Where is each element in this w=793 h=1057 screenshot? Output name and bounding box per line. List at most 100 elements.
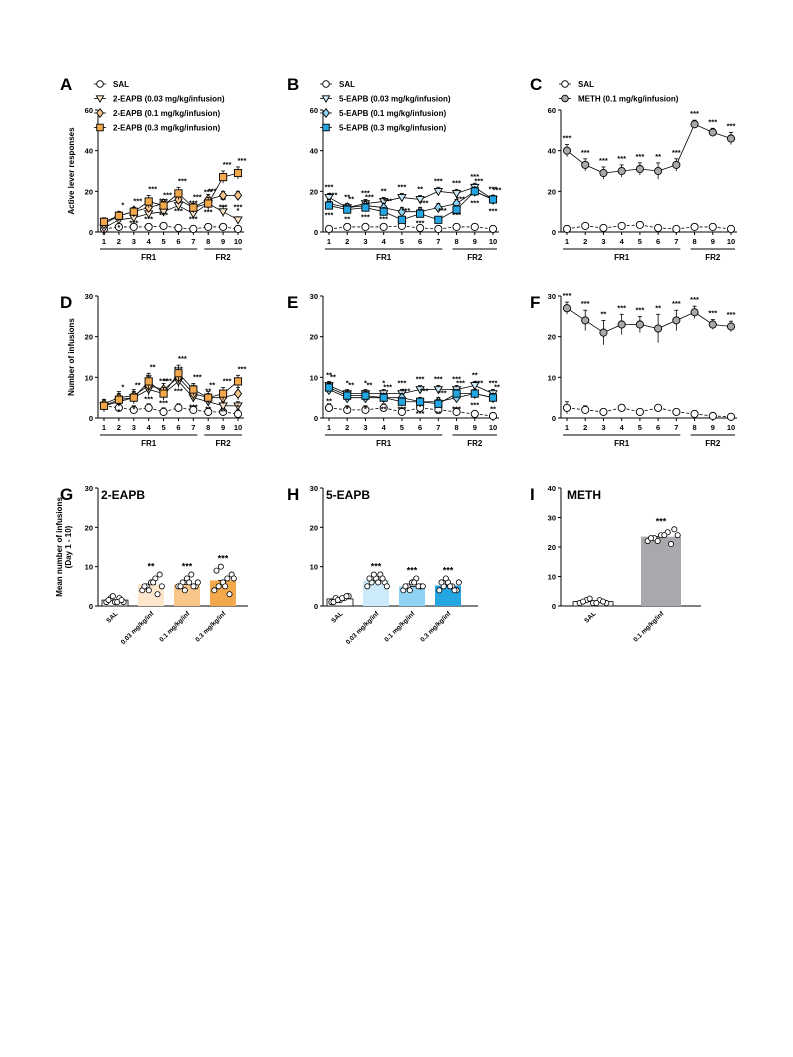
data-point	[343, 593, 350, 600]
significance-label: *	[237, 206, 240, 215]
category-label: SAL	[330, 610, 344, 624]
significance-label: ***	[581, 299, 590, 308]
significance-label: ***	[174, 207, 183, 216]
significance-label: ***	[452, 374, 461, 383]
marker-circle	[452, 407, 461, 416]
y-tick-label: 10	[310, 373, 318, 382]
marker-square	[159, 201, 168, 210]
marker-square	[361, 391, 370, 400]
y-tick-label: 30	[310, 292, 318, 301]
marker-square	[219, 173, 228, 182]
y-tick-label: 0	[314, 602, 318, 611]
significance-label: *	[121, 383, 124, 392]
y-tick-label: 20	[548, 543, 556, 552]
data-point	[379, 575, 386, 582]
marker-circle	[174, 223, 183, 232]
category-label: 0.3 mg/kg/inf	[194, 610, 228, 644]
panel-letter: I	[530, 485, 535, 504]
x-tick-label: 10	[234, 237, 242, 246]
significance-label: **	[147, 562, 155, 572]
marker-circle	[654, 166, 663, 176]
marker-square	[488, 195, 498, 204]
y-tick-label: 0	[314, 414, 318, 423]
marker-square	[416, 209, 425, 218]
marker-circle	[361, 405, 370, 414]
marker-square	[343, 205, 352, 214]
chart-title: METH	[567, 488, 601, 502]
x-tick-label: 6	[656, 237, 660, 246]
significance-label: ***	[159, 399, 168, 408]
marker-circle	[654, 403, 663, 412]
data-point	[383, 583, 390, 590]
significance-label: **	[150, 362, 156, 371]
significance-label: ***	[416, 374, 425, 383]
marker-circle	[672, 224, 681, 233]
y-axis-label: Mean number of infusions	[55, 497, 64, 597]
data-point	[668, 541, 675, 548]
marker-circle	[488, 411, 498, 421]
category-label: SAL	[583, 610, 597, 624]
significance-label: *	[364, 379, 367, 388]
panel-letter: H	[287, 485, 299, 504]
significance-label: **	[655, 303, 661, 312]
category-label: 0.1 mg/kg/inf	[158, 610, 192, 644]
marker-circle	[726, 412, 736, 421]
significance-label: ***	[672, 148, 681, 157]
data-point	[455, 579, 462, 586]
significance-label: ***	[708, 309, 717, 318]
marker-square	[434, 399, 443, 408]
y-tick-label: 10	[548, 373, 556, 382]
y-tick-label: 30	[310, 484, 318, 493]
x-tick-label: 2	[117, 423, 121, 432]
x-tick-label: 8	[692, 237, 696, 246]
series-3: *** ** *** *********************	[324, 176, 502, 224]
marker-circle	[581, 221, 590, 230]
data-point	[419, 583, 426, 590]
category-label: 0.03 mg/kg/inf	[345, 610, 381, 646]
x-tick-label: 5	[400, 237, 404, 246]
marker-circle	[690, 120, 699, 129]
y-tick-label: 20	[310, 523, 318, 532]
significance-label: ***	[204, 208, 213, 217]
data-point	[447, 583, 454, 590]
data-point	[224, 575, 231, 582]
marker-circle	[159, 221, 168, 230]
significance-label: ***	[218, 554, 229, 564]
significance-label: ***	[234, 202, 243, 211]
y-tick-label: 20	[85, 187, 93, 196]
significance-label: ***	[361, 213, 370, 222]
significance-label: ***	[402, 387, 411, 396]
y-tick-label: 10	[548, 573, 556, 582]
marker-circle	[654, 324, 663, 333]
significance-label: **	[601, 309, 607, 318]
legend-label: 2-EAPB (0.03 mg/kg/infusion)	[113, 95, 225, 104]
marker-circle	[599, 407, 608, 416]
x-tick-label: 9	[473, 237, 477, 246]
legend-label: SAL	[339, 80, 355, 89]
marker-square	[470, 187, 479, 196]
marker-circle	[708, 411, 717, 421]
marker-circle	[397, 407, 406, 416]
marker-square	[189, 203, 198, 212]
significance-label: ***	[581, 148, 590, 157]
y-tick-label: 0	[89, 228, 93, 237]
marker-square	[219, 389, 228, 398]
marker-square	[434, 215, 443, 224]
marker-diamond	[218, 189, 228, 201]
significance-label: ***	[371, 562, 382, 572]
category-label: SAL	[105, 610, 119, 624]
data-point	[222, 583, 229, 590]
significance-label: ***	[174, 386, 183, 395]
significance-label: ***	[493, 185, 502, 194]
data-point	[586, 595, 593, 602]
significance-label: **	[348, 195, 354, 204]
series-1: ********* *** *** ** ********* ***	[563, 109, 735, 180]
data-point	[364, 583, 371, 590]
data-point	[593, 600, 600, 607]
significance-label: ***	[163, 191, 172, 200]
marker-circle	[562, 224, 572, 233]
marker-square	[397, 397, 406, 406]
series-3: * *************** ******	[99, 354, 246, 412]
